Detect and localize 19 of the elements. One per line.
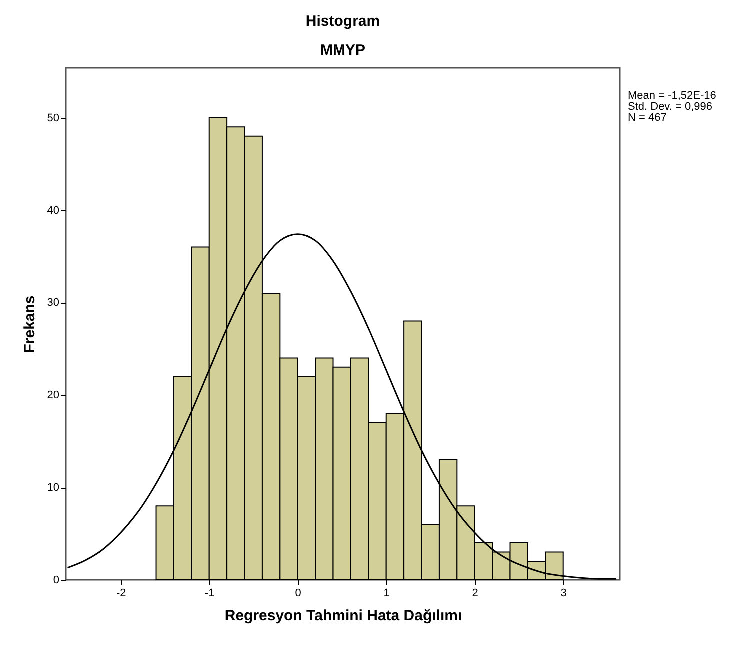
y-tick-label: 30 bbox=[47, 297, 60, 310]
x-axis-title: Regresyon Tahmini Hata Dağılımı bbox=[224, 608, 462, 624]
y-tick-label: 50 bbox=[47, 112, 60, 124]
text: N = 467 bbox=[628, 112, 667, 124]
chart-title: Histogram bbox=[306, 13, 380, 30]
y-tick-label: 40 bbox=[47, 204, 60, 217]
x-tick-label: 2 bbox=[472, 588, 478, 600]
y-tick-label: 0 bbox=[53, 574, 60, 586]
x-tick-label: 0 bbox=[295, 588, 302, 600]
x-tick-label: -1 bbox=[204, 588, 215, 600]
text: Std. Dev. = 0,996 bbox=[628, 101, 712, 113]
x-tick-label: 1 bbox=[384, 588, 390, 600]
y-tick-label: 10 bbox=[47, 482, 60, 494]
text: Mean = -1,52E-16 bbox=[628, 90, 716, 102]
chart-subtitle: MMYP bbox=[320, 42, 366, 59]
y-axis-title: Frekans bbox=[21, 296, 38, 354]
x-tick-label: -2 bbox=[116, 588, 126, 600]
x-tick-label: 3 bbox=[560, 588, 567, 600]
y-tick-label: 20 bbox=[47, 390, 60, 402]
